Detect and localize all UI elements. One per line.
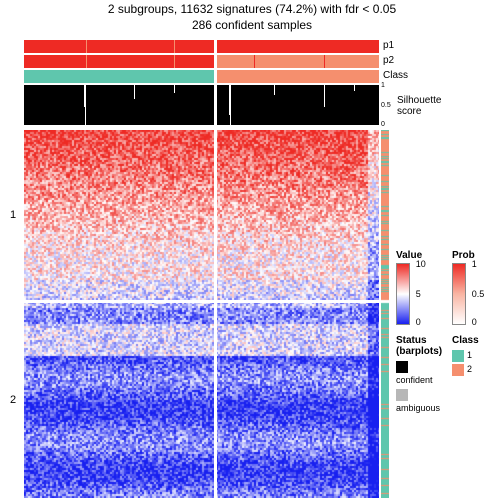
label-p1: p1 [383,41,394,51]
legend-status-confident: confident [396,359,446,387]
track-p1 [24,40,379,53]
track-class-right [217,70,379,83]
legend-class-1: 1 [452,348,502,362]
legend-class: Class 1 2 [452,335,502,415]
title-line-2: 286 confident samples [0,18,504,34]
track-class [24,70,379,83]
track-p2 [24,55,379,68]
row-label-2: 2 [10,394,16,406]
row-label-1: 1 [10,209,16,221]
track-class-left [24,70,214,83]
track-p1-left [24,40,214,53]
sil-tick-0: 0 [381,121,385,128]
legend-status-ambiguous: ambiguous [396,387,446,415]
track-p2-right [217,55,379,68]
track-p2-left [24,55,214,68]
plot-area: 1 0.5 0 p1 p2 Class Silhouette score 1 2 [24,40,379,500]
track-silhouette: 1 0.5 0 [24,85,379,125]
row-annotation [381,130,389,498]
heatmap [24,130,379,498]
track-p1-right [217,40,379,53]
silhouette-axis: 1 0.5 0 [373,85,381,125]
label-p2: p2 [383,56,394,66]
heatmap-row-gap [24,300,379,303]
silhouette-col-gap [214,85,217,125]
legend-value: Value 10 5 0 [396,250,446,325]
colorbar-prob [452,263,466,325]
colorbar-value-labels: 10 5 0 [416,263,436,323]
row-annotation-canvas [381,130,389,498]
colorbar-value [396,263,410,325]
legend-class-title: Class [452,335,502,346]
heatmap-col-gap [214,130,217,498]
sil-tick-1: 1 [381,82,385,89]
title-line-1: 2 subgroups, 11632 signatures (74.2%) wi… [0,2,504,18]
legend-prob-title: Prob [452,250,502,261]
legend-status: Status (barplots) confident ambiguous [396,335,446,415]
plot-title: 2 subgroups, 11632 signatures (74.2%) wi… [0,0,504,33]
legend-prob: Prob 1 0.5 0 [452,250,502,325]
legend-class-2: 2 [452,362,502,376]
sil-tick-05: 0.5 [381,102,391,109]
heatmap-canvas [24,130,379,498]
colorbar-prob-labels: 1 0.5 0 [472,263,492,323]
legend-area: Value 10 5 0 Prob 1 0.5 0 Status (barplo… [396,40,502,425]
legend-status-title: Status (barplots) [396,335,446,357]
